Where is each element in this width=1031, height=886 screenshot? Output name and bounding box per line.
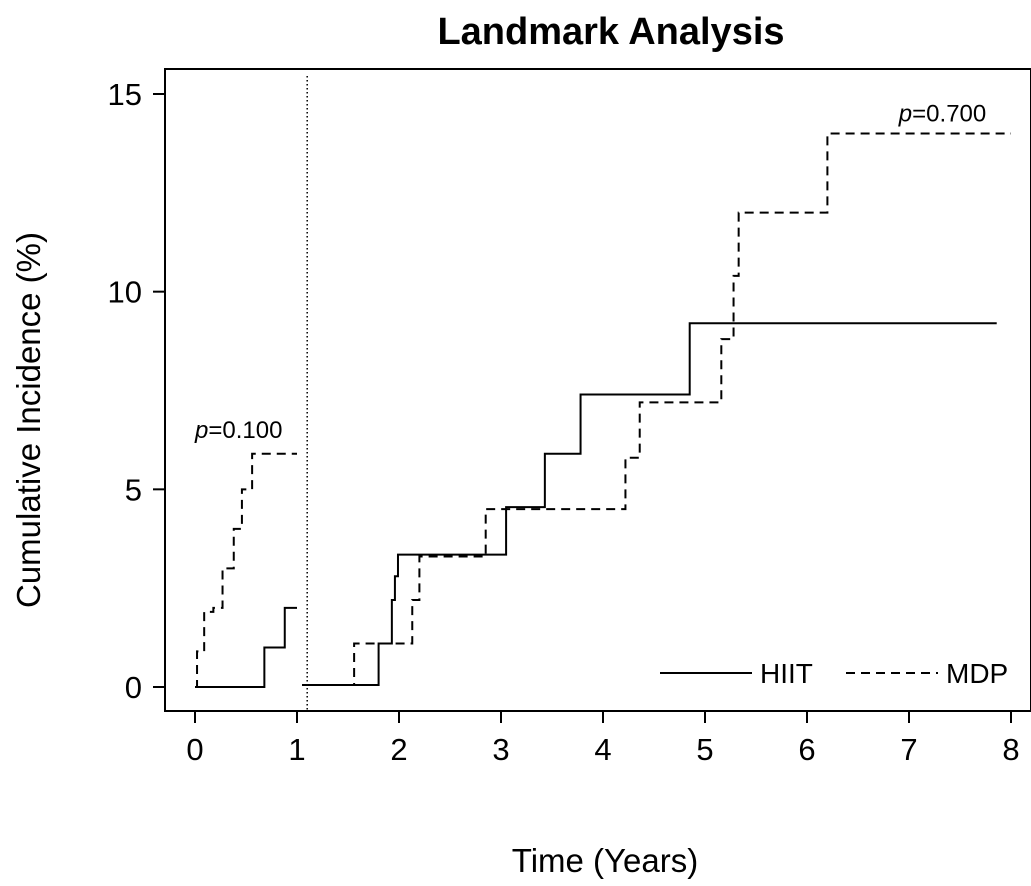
p-value: =0.100 (208, 417, 282, 444)
x-tick-label: 8 (1002, 732, 1019, 767)
x-tick-label: 2 (390, 732, 407, 767)
series-hiit (195, 322, 997, 688)
x-tick-label: 4 (594, 732, 611, 767)
y-axis-label: Cumulative Incidence (%) (10, 232, 47, 608)
legend-hiit-label: HIIT (760, 658, 813, 689)
y-tick-label: 10 (108, 275, 142, 310)
y-tick-label: 15 (108, 77, 142, 112)
p-value-annotation: p=0.100 (194, 417, 282, 444)
p-value: =0.700 (912, 101, 986, 128)
series-hiit-step-line (195, 606, 297, 688)
chart-title: Landmark Analysis (437, 11, 784, 53)
series-mdp-step-line (195, 452, 297, 688)
series-mdp (195, 132, 1011, 688)
x-axis: 0 1 2 3 4 5 6 7 8 (186, 710, 1020, 767)
y-tick-label: 0 (125, 670, 142, 705)
p-symbol: p (194, 417, 208, 444)
series-mdp-step-line (302, 132, 1011, 687)
plot-area-frame (164, 68, 1031, 712)
x-tick-label: 3 (492, 732, 509, 767)
x-tick-label: 0 (186, 732, 203, 767)
x-tick-label: 5 (696, 732, 713, 767)
x-tick-label: 6 (798, 732, 815, 767)
x-axis-label: Time (Years) (512, 842, 698, 879)
legend-mdp-label: MDP (946, 658, 1008, 689)
y-axis: 0 5 10 15 (108, 77, 166, 705)
p-symbol: p (898, 101, 912, 128)
p-value-annotation: p=0.700 (898, 101, 986, 128)
series-hiit-step-line (302, 322, 997, 687)
legend: HIIT MDP (660, 658, 1008, 689)
series-layer (195, 132, 1011, 688)
x-tick-label: 1 (288, 732, 305, 767)
y-tick-label: 5 (125, 472, 142, 507)
x-tick-label: 7 (900, 732, 917, 767)
